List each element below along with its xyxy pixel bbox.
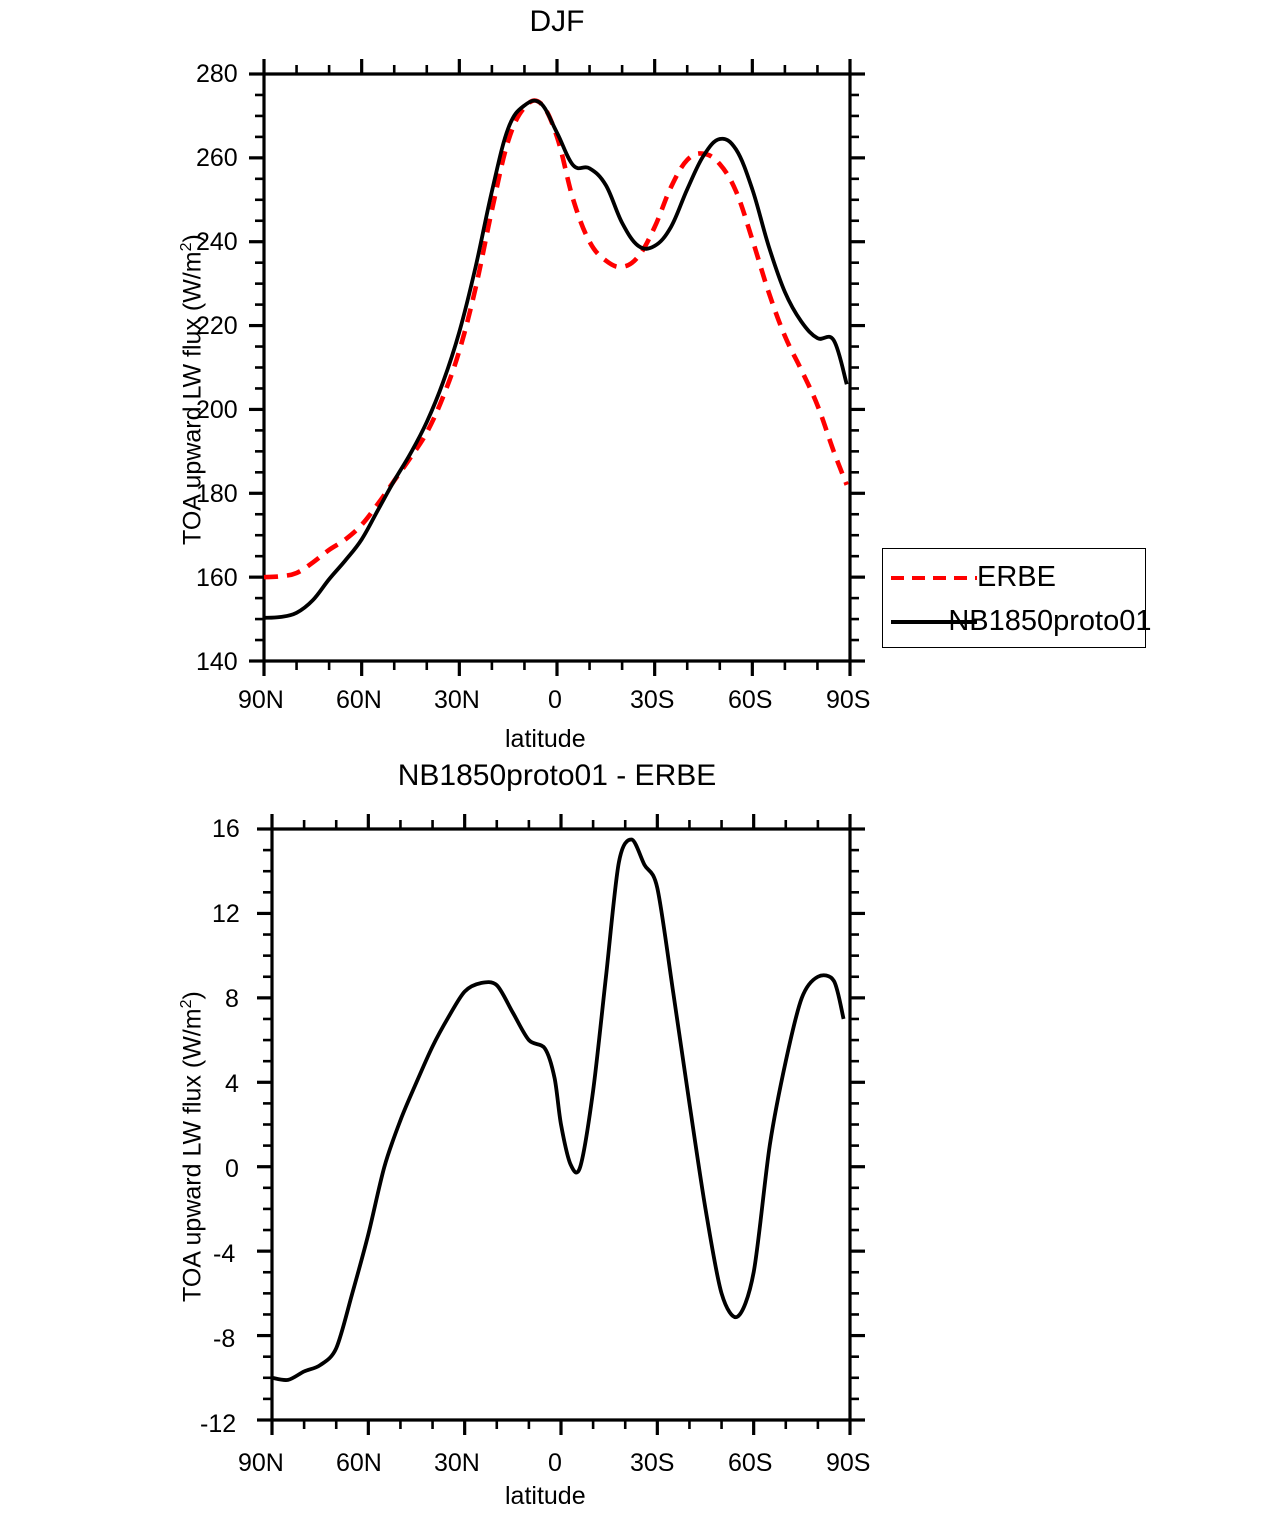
y-tick-label: -4 [213, 1240, 236, 1268]
y-tick-label: 160 [196, 564, 238, 592]
y-tick-label: 180 [196, 480, 238, 508]
x-tick-label: 90N [238, 686, 284, 714]
panel-djf: DJF TOA upward LW flux (W/m2) latitude 2… [178, 5, 871, 753]
x-tick-label: 60S [728, 686, 773, 714]
y-tick-label: 12 [212, 900, 240, 928]
y-tick-label: 220 [196, 312, 238, 340]
y-tick-label: -12 [200, 1410, 237, 1438]
legend: ERBE NB1850proto01 [882, 548, 1151, 648]
series-line [271, 837, 846, 1382]
x-tick-label: 0 [548, 1449, 562, 1477]
legend-item-erbe: ERBE [883, 555, 1145, 599]
x-tick-label: 30S [630, 1449, 675, 1477]
x-tick-label: 30N [434, 686, 480, 714]
x-tick-label: 90S [826, 686, 871, 714]
panel-difference: NB1850proto01 - ERBE TOA upward LW flux … [0, 757, 1285, 1517]
series-line [263, 98, 849, 620]
panel-bottom-plot [257, 814, 865, 1435]
x-tick-label: 90N [238, 1449, 284, 1477]
legend-swatch-solid [891, 620, 977, 624]
y-tick-label: 200 [196, 396, 238, 424]
x-tick-label: 60N [336, 686, 382, 714]
x-tick-label: 60S [728, 1449, 773, 1477]
panel-top-title: DJF [529, 5, 585, 38]
y-tick-label: 8 [225, 985, 239, 1013]
legend-swatch-dashed [891, 576, 977, 580]
panel-top-plot [249, 59, 865, 676]
y-tick-label: 0 [225, 1155, 239, 1183]
x-tick-label: 60N [336, 1449, 382, 1477]
panel-bottom-title: NB1850proto01 - ERBE [397, 759, 717, 792]
x-tick-label: 30S [630, 686, 675, 714]
panel-bottom-x-axis-label: latitude [505, 1482, 586, 1510]
y-tick-label: 280 [196, 60, 238, 88]
panel-top-x-axis-label: latitude [505, 725, 586, 753]
legend-item-model: NB1850proto01 [883, 599, 1151, 643]
y-tick-label: -8 [213, 1325, 236, 1353]
y-tick-label: 4 [225, 1070, 239, 1098]
x-tick-label: 30N [434, 1449, 480, 1477]
y-tick-label: 260 [196, 144, 238, 172]
x-tick-label: 0 [548, 686, 562, 714]
y-tick-label: 240 [196, 228, 238, 256]
y-tick-label: 140 [196, 648, 238, 676]
x-tick-label: 90S [826, 1449, 871, 1477]
legend-label: NB1850proto01 [948, 604, 1152, 637]
legend-label: ERBE [977, 560, 1056, 593]
y-tick-label: 16 [212, 815, 240, 843]
series-line [263, 98, 849, 580]
